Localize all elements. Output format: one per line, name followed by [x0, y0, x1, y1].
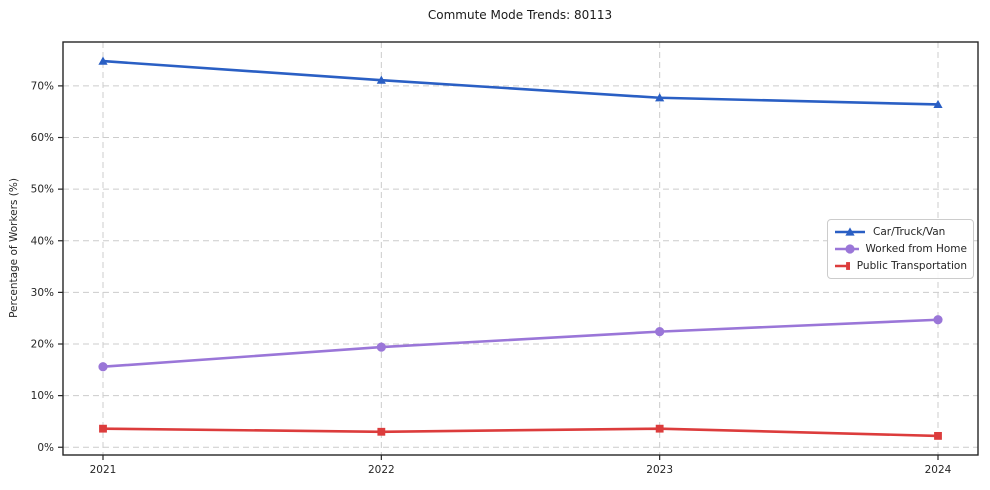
triangle-marker: [98, 56, 108, 65]
triangle-marker: [933, 99, 943, 109]
square-marker: [377, 427, 386, 436]
x-tick-label: 2024: [925, 464, 952, 476]
triangle-marker: [376, 75, 386, 84]
y-tick-label: 30%: [31, 287, 54, 299]
y-tick-label: 60%: [31, 132, 54, 144]
x-tick-label: 2022: [368, 464, 395, 476]
circle-marker: [376, 342, 386, 352]
x-tick-label: 2023: [646, 464, 673, 476]
legend-label: Car/Truck/Van: [873, 225, 946, 238]
legend-line-sample: [835, 227, 865, 236]
x-tick-label: 2021: [90, 464, 117, 476]
legend-line-sample: [835, 244, 859, 254]
series-line: [101, 59, 940, 106]
legend-row: Worked from Home: [834, 241, 967, 257]
series-line: [101, 318, 940, 369]
y-tick-label: 20%: [31, 339, 54, 351]
y-tick-label: 40%: [31, 235, 54, 247]
legend-label: Public Transportation: [856, 260, 967, 273]
circle-marker: [655, 327, 665, 337]
chart-title: Commute Mode Trends: 80113: [427, 8, 613, 22]
series-worked-from-home: [98, 315, 943, 372]
legend-row: Public Transportation: [834, 258, 967, 274]
y-tick-label: 50%: [31, 184, 54, 196]
axes-frame: [62, 41, 979, 456]
square-marker: [934, 431, 942, 440]
square-marker: [99, 424, 107, 433]
y-tick-label: 70%: [31, 80, 54, 92]
legend-label: Worked from Home: [865, 242, 967, 255]
circle-marker: [98, 362, 108, 372]
legend-line-sample: [835, 262, 850, 271]
legend: Car/Truck/Van Worked from Home Public Tran…: [827, 219, 974, 279]
y-tick-label: 10%: [31, 390, 54, 402]
y-tick-label: 0%: [37, 442, 54, 454]
circle-marker: [845, 244, 855, 254]
series-car-truck-van: [98, 56, 943, 109]
square-marker: [846, 262, 850, 271]
square-marker: [655, 424, 664, 433]
triangle-marker: [845, 227, 855, 236]
series-public-transportation: [99, 424, 942, 440]
triangle-marker: [655, 93, 665, 102]
series-line: [101, 427, 940, 438]
circle-marker: [933, 315, 943, 325]
legend-row: Car/Truck/Van: [834, 224, 967, 240]
